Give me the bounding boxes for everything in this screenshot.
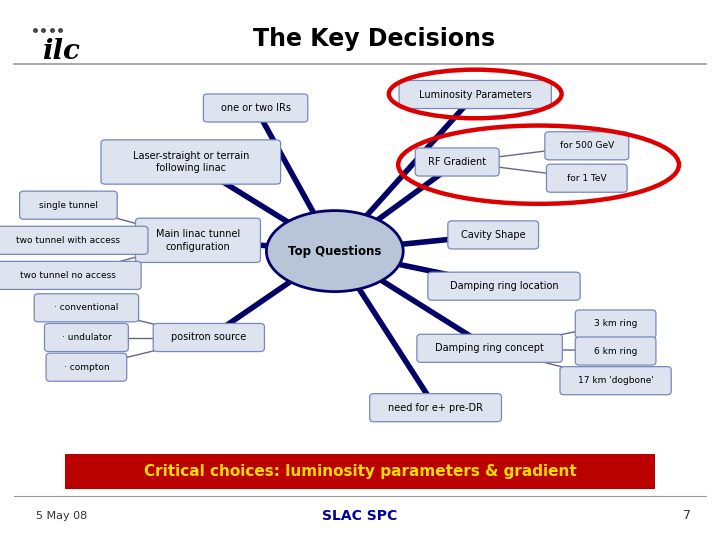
FancyBboxPatch shape: [575, 310, 656, 338]
Text: two tunnel no access: two tunnel no access: [20, 271, 117, 280]
FancyBboxPatch shape: [46, 353, 127, 381]
Text: ilc: ilc: [42, 38, 80, 65]
FancyBboxPatch shape: [153, 323, 264, 352]
FancyBboxPatch shape: [0, 261, 141, 289]
FancyBboxPatch shape: [34, 294, 138, 322]
Text: Main linac tunnel
configuration: Main linac tunnel configuration: [156, 229, 240, 252]
Text: RF Gradient: RF Gradient: [428, 157, 486, 167]
Text: 17 km 'dogbone': 17 km 'dogbone': [577, 376, 654, 385]
Ellipse shape: [266, 211, 403, 292]
Text: Critical choices: luminosity parameters & gradient: Critical choices: luminosity parameters …: [143, 464, 577, 478]
Text: single tunnel: single tunnel: [39, 201, 98, 210]
FancyBboxPatch shape: [65, 454, 655, 489]
Text: Laser-straight or terrain
following linac: Laser-straight or terrain following lina…: [132, 151, 249, 173]
Text: 3 km ring: 3 km ring: [594, 320, 637, 328]
Text: 7: 7: [683, 509, 691, 522]
FancyBboxPatch shape: [370, 394, 501, 422]
Text: two tunnel with access: two tunnel with access: [17, 236, 120, 245]
FancyBboxPatch shape: [101, 140, 281, 184]
Text: Luminosity Parameters: Luminosity Parameters: [419, 90, 531, 99]
Text: positron source: positron source: [171, 333, 246, 342]
FancyBboxPatch shape: [19, 191, 117, 219]
FancyBboxPatch shape: [575, 337, 656, 365]
Text: Top Questions: Top Questions: [288, 245, 382, 258]
FancyBboxPatch shape: [546, 164, 627, 192]
FancyBboxPatch shape: [135, 218, 261, 262]
Text: Cavity Shape: Cavity Shape: [461, 230, 526, 240]
Text: · compton: · compton: [63, 363, 109, 372]
Text: Damping ring concept: Damping ring concept: [435, 343, 544, 353]
Text: The Key Decisions: The Key Decisions: [253, 27, 495, 51]
Text: need for e+ pre-DR: need for e+ pre-DR: [388, 403, 483, 413]
FancyBboxPatch shape: [399, 80, 552, 109]
Text: SLAC SPC: SLAC SPC: [323, 509, 397, 523]
Text: · undulator: · undulator: [61, 333, 112, 342]
FancyBboxPatch shape: [560, 367, 671, 395]
Text: · conventional: · conventional: [54, 303, 119, 312]
Text: 5 May 08: 5 May 08: [36, 511, 87, 521]
FancyBboxPatch shape: [203, 94, 308, 122]
FancyBboxPatch shape: [45, 323, 128, 352]
FancyBboxPatch shape: [417, 334, 562, 362]
Text: Damping ring location: Damping ring location: [450, 281, 558, 291]
Text: 6 km ring: 6 km ring: [594, 347, 637, 355]
Text: for 1 TeV: for 1 TeV: [567, 174, 607, 183]
Text: for 500 GeV: for 500 GeV: [559, 141, 614, 150]
FancyBboxPatch shape: [545, 132, 629, 160]
FancyBboxPatch shape: [448, 221, 539, 249]
FancyBboxPatch shape: [415, 148, 499, 176]
Text: one or two IRs: one or two IRs: [220, 103, 291, 113]
FancyBboxPatch shape: [428, 272, 580, 300]
FancyBboxPatch shape: [0, 226, 148, 254]
